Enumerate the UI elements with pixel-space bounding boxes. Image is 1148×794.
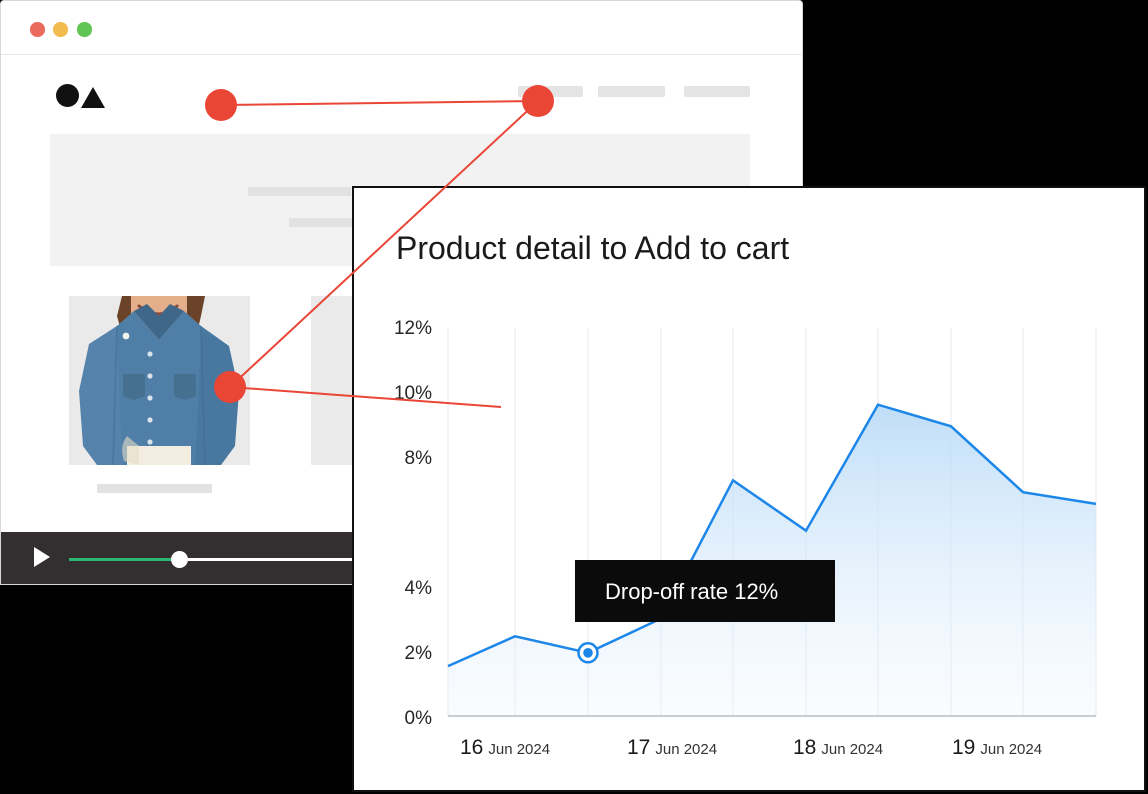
svg-text:2%: 2% (405, 643, 433, 664)
svg-text:0%: 0% (405, 708, 433, 729)
